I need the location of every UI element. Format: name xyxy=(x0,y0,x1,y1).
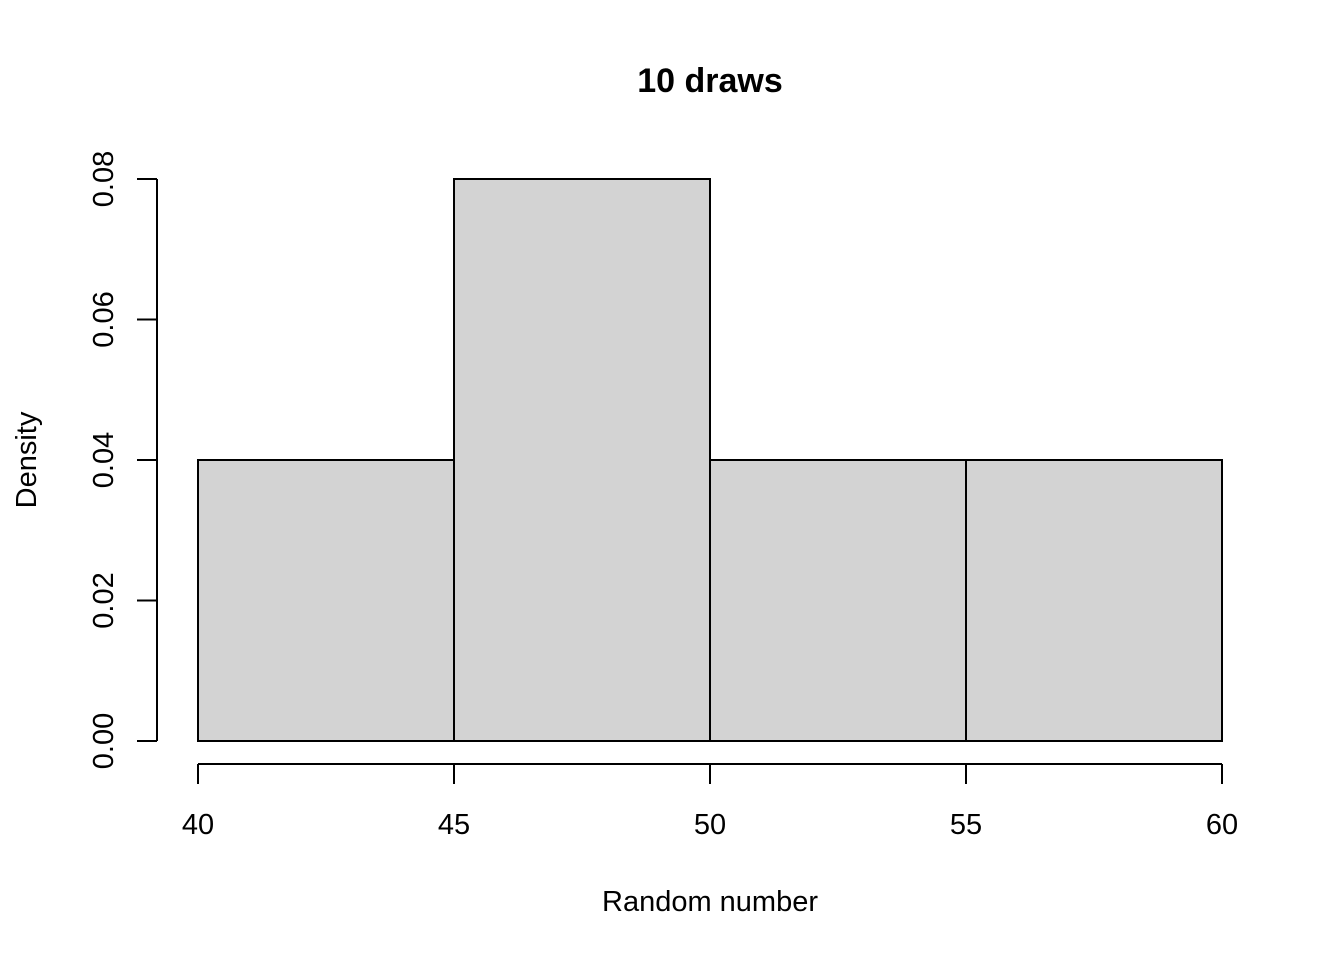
x-tick-label-0: 40 xyxy=(182,809,214,841)
y-tick-label-1: 0.02 xyxy=(88,572,120,628)
histogram-bar-1 xyxy=(453,178,711,742)
y-tick-label-4: 0.08 xyxy=(88,151,120,207)
x-axis: 40 45 50 55 60 xyxy=(182,763,1238,841)
histogram-bar-3 xyxy=(965,459,1223,742)
x-axis-label: Random number xyxy=(602,886,818,918)
x-tick-label-1: 45 xyxy=(438,809,470,841)
x-tick-label-3: 55 xyxy=(950,809,982,841)
histogram-bar-2 xyxy=(709,459,967,742)
histogram-bar-0 xyxy=(197,459,455,742)
x-tick-label-2: 50 xyxy=(694,809,726,841)
chart-title: 10 draws xyxy=(637,62,783,100)
x-tick-label-4: 60 xyxy=(1206,809,1238,841)
y-axis-label: Density xyxy=(11,411,43,508)
y-axis: 0.00 0.02 0.04 0.06 0.08 xyxy=(88,151,158,769)
histogram-bars xyxy=(197,178,1223,742)
y-tick-label-0: 0.00 xyxy=(88,713,120,769)
y-tick-label-2: 0.04 xyxy=(88,432,120,488)
y-tick-label-3: 0.06 xyxy=(88,291,120,347)
